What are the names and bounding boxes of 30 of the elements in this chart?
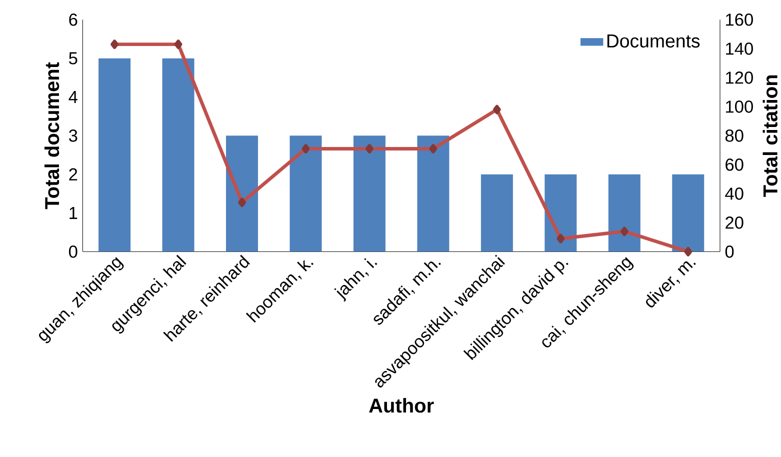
y-tick-label: 6 <box>69 14 78 26</box>
y2-axis-title: Total citation <box>762 75 778 197</box>
y2-tick-label: 100 <box>726 100 753 113</box>
y2-tick-label: 20 <box>726 216 744 229</box>
bar <box>162 58 194 252</box>
y-tick-label: 3 <box>68 130 78 142</box>
bar <box>417 136 450 252</box>
y-axis-title: Total document <box>44 62 60 210</box>
bar <box>608 174 640 252</box>
y-tick-label: 5 <box>69 52 78 64</box>
y-tick-label: 4 <box>68 91 78 103</box>
y-tick-label: 1 <box>70 207 78 219</box>
y2-tick-label: 160 <box>726 14 753 26</box>
y2-tick-label: 40 <box>725 188 744 200</box>
bar <box>544 174 577 252</box>
bar <box>480 174 513 252</box>
bar <box>226 136 258 252</box>
y2-tick-label: 140 <box>726 42 753 55</box>
bar <box>672 174 704 252</box>
y2-tick-label: 80 <box>725 130 744 142</box>
bar <box>98 58 131 252</box>
y-tick-label: 2 <box>69 168 78 180</box>
y2-tick-label: 0 <box>725 246 734 258</box>
legend-label: Documents <box>607 34 700 48</box>
y-tick-label: 0 <box>68 246 78 258</box>
y2-tick-label: 120 <box>726 72 753 84</box>
y2-tick-label: 60 <box>726 158 744 171</box>
bar <box>353 136 386 252</box>
bar <box>290 136 322 252</box>
x-axis-title: Author <box>369 398 434 413</box>
